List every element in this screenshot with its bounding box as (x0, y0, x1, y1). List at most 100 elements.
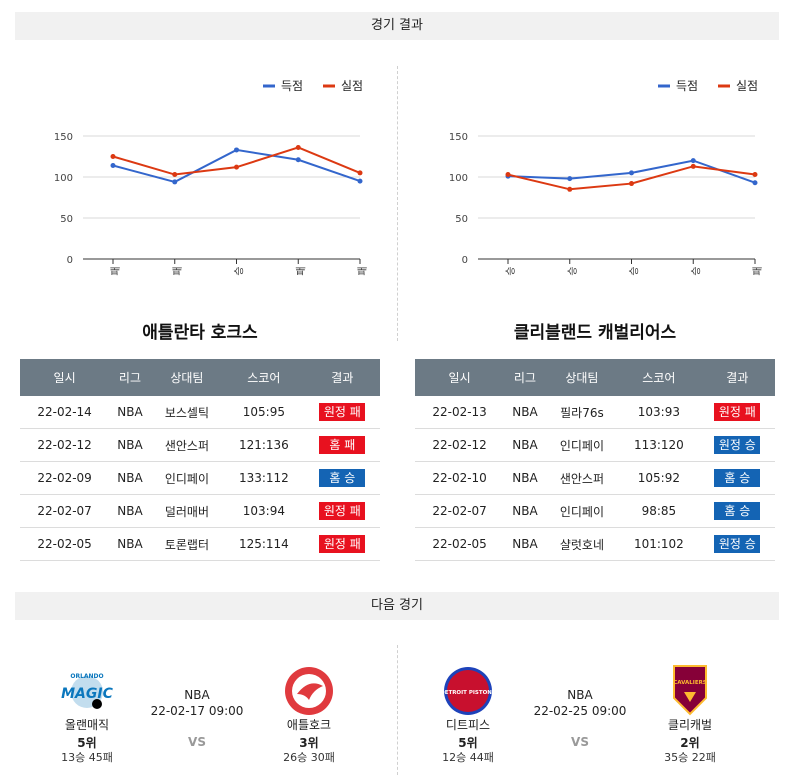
legend-label-1: 실점 (341, 79, 363, 93)
cell-date: 22-02-13 (415, 396, 505, 429)
table-row: 22-02-07 NBA 덜러매버 103:94 원정 패 (20, 494, 380, 528)
result-badge: 홈 패 (319, 436, 366, 454)
legend-label-0: 득점 (676, 79, 698, 93)
data-point (567, 176, 573, 182)
cell-score: 103:94 (223, 494, 305, 528)
data-point (505, 172, 511, 178)
result-badge: 원정 승 (714, 535, 761, 553)
data-point (234, 147, 239, 153)
cell-score: 103:93 (618, 396, 700, 429)
data-point (357, 178, 363, 184)
cell-league: NBA (504, 494, 546, 528)
header-league: 리그 (504, 359, 546, 396)
data-point (172, 172, 178, 178)
cleveland-team-title: 클리블랜드 캐벌리어스 (513, 323, 677, 343)
atlanta-team-title: 애틀란타 호크스 (142, 323, 258, 343)
next-games-divider (397, 645, 398, 775)
x-tick-label: 승 (234, 266, 246, 275)
home-team-record: 12승 44패 (442, 751, 494, 764)
cell-opponent: 인디페이 (545, 494, 619, 528)
x-tick-label: 패 (752, 266, 764, 275)
cell-opponent: 인디페이 (545, 428, 619, 462)
vs-label: VS (188, 735, 206, 749)
cell-score: 125:114 (223, 527, 305, 561)
y-tick-label: 150 (54, 132, 73, 143)
data-point (567, 186, 573, 192)
atlanta-results-table: 일시 리그 상대팀 스코어 결과 22-02-14 NBA 보스셀틱 105:95 원정… (20, 359, 380, 561)
data-point (690, 158, 696, 164)
result-badge: 홈 승 (714, 469, 761, 487)
cell-opponent: 샌안스퍼 (545, 461, 619, 495)
results-divider (397, 66, 398, 341)
home-team-rank: 5위 (458, 736, 478, 750)
away-team-record: 35승 22패 (664, 751, 716, 764)
table-row: 22-02-05 NBA 토론랩터 125:114 원정 패 (20, 527, 380, 561)
away-team-record: 26승 30패 (283, 751, 335, 764)
home-team-record: 13승 45패 (61, 751, 113, 764)
x-tick-label: 승 (690, 266, 702, 275)
y-tick-label: 0 (462, 255, 468, 266)
cell-result: 홈 승 (699, 461, 775, 495)
cell-date: 22-02-05 (20, 527, 110, 561)
x-tick-label: 승 (629, 266, 641, 275)
cell-score: 105:95 (223, 396, 305, 429)
cell-result: 홈 패 (304, 428, 380, 462)
table-row: 22-02-13 NBA 필라76s 103:93 원정 패 (415, 396, 775, 429)
cell-league: NBA (109, 527, 151, 561)
atlanta-hawks-logo-icon (279, 664, 339, 718)
cell-league: NBA (504, 396, 546, 429)
data-point (690, 163, 696, 169)
game-league: NBA (567, 688, 593, 702)
x-tick-label: 패 (357, 266, 369, 275)
atlanta-results-chart: 득점 실점 0 50 100 150 패 패 승 패 패 (15, 64, 385, 298)
cleveland-cavaliers-logo-icon: CAVALIERS (660, 662, 720, 716)
home-team-name: 올랜매직 (64, 718, 110, 732)
result-badge: 원정 승 (714, 436, 761, 454)
home-team-name: 디트피스 (445, 718, 491, 732)
cell-result: 원정 패 (304, 494, 380, 528)
cell-result: 홈 승 (304, 461, 380, 495)
cell-result: 원정 패 (699, 396, 775, 429)
header-score: 스코어 (618, 359, 700, 396)
cell-score: 105:92 (618, 461, 700, 495)
result-badge: 원정 패 (319, 403, 366, 421)
away-team-rank: 2위 (680, 736, 700, 750)
cell-opponent: 샌안스퍼 (150, 428, 224, 462)
home-team-rank: 5위 (77, 736, 97, 750)
result-badge: 원정 패 (319, 502, 366, 520)
cavaliers-logo-text: CAVALIERS (673, 680, 707, 686)
header-date: 일시 (415, 359, 505, 396)
cell-date: 22-02-07 (20, 494, 110, 528)
cell-date: 22-02-07 (415, 494, 505, 528)
data-point (172, 179, 178, 185)
data-point (295, 144, 301, 150)
magic-logo-text: MAGIC (61, 686, 113, 702)
legend-label-0: 득점 (281, 79, 303, 93)
next-game-2[interactable]: DETROIT PISTONS 디트피스 5위 12승 44패 NBA 22-0… (410, 660, 780, 770)
orlando-magic-logo-icon: ORLANDO MAGIC (57, 664, 117, 718)
cell-date: 22-02-09 (20, 461, 110, 495)
cell-result: 원정 승 (699, 527, 775, 561)
cell-score: 113:120 (618, 428, 700, 462)
data-point (110, 163, 116, 169)
away-team-name: 애틀호크 (286, 718, 332, 732)
x-tick-label: 패 (110, 266, 122, 275)
atlanta-chart-svg: 득점 실점 0 50 100 150 패 패 승 패 패 (54, 79, 369, 276)
table-row: 22-02-07 NBA 인디페이 98:85 홈 승 (415, 494, 775, 528)
cell-score: 98:85 (618, 494, 700, 528)
data-point (629, 181, 634, 187)
cell-date: 22-02-10 (415, 461, 505, 495)
cell-opponent: 덜러매버 (150, 494, 224, 528)
svg-text:ORLANDO: ORLANDO (70, 673, 103, 680)
legend-label-1: 실점 (736, 79, 758, 93)
cleveland-results-chart: 득점 실점 0 50 100 150 승 승 승 승 패 (410, 64, 780, 298)
cell-league: NBA (109, 428, 151, 462)
table-row: 22-02-09 NBA 인디페이 133:112 홈 승 (20, 461, 380, 495)
next-games-section-title: 다음 경기 (15, 592, 779, 620)
result-badge: 홈 승 (319, 469, 366, 487)
cell-date: 22-02-12 (20, 428, 110, 462)
next-game-1[interactable]: ORLANDO MAGIC 올랜매직 5위 13승 45패 NBA 22-02-… (15, 660, 385, 770)
y-tick-label: 100 (54, 173, 73, 184)
table-row: 22-02-12 NBA 샌안스퍼 121:136 홈 패 (20, 428, 380, 462)
y-tick-label: 0 (67, 255, 73, 266)
